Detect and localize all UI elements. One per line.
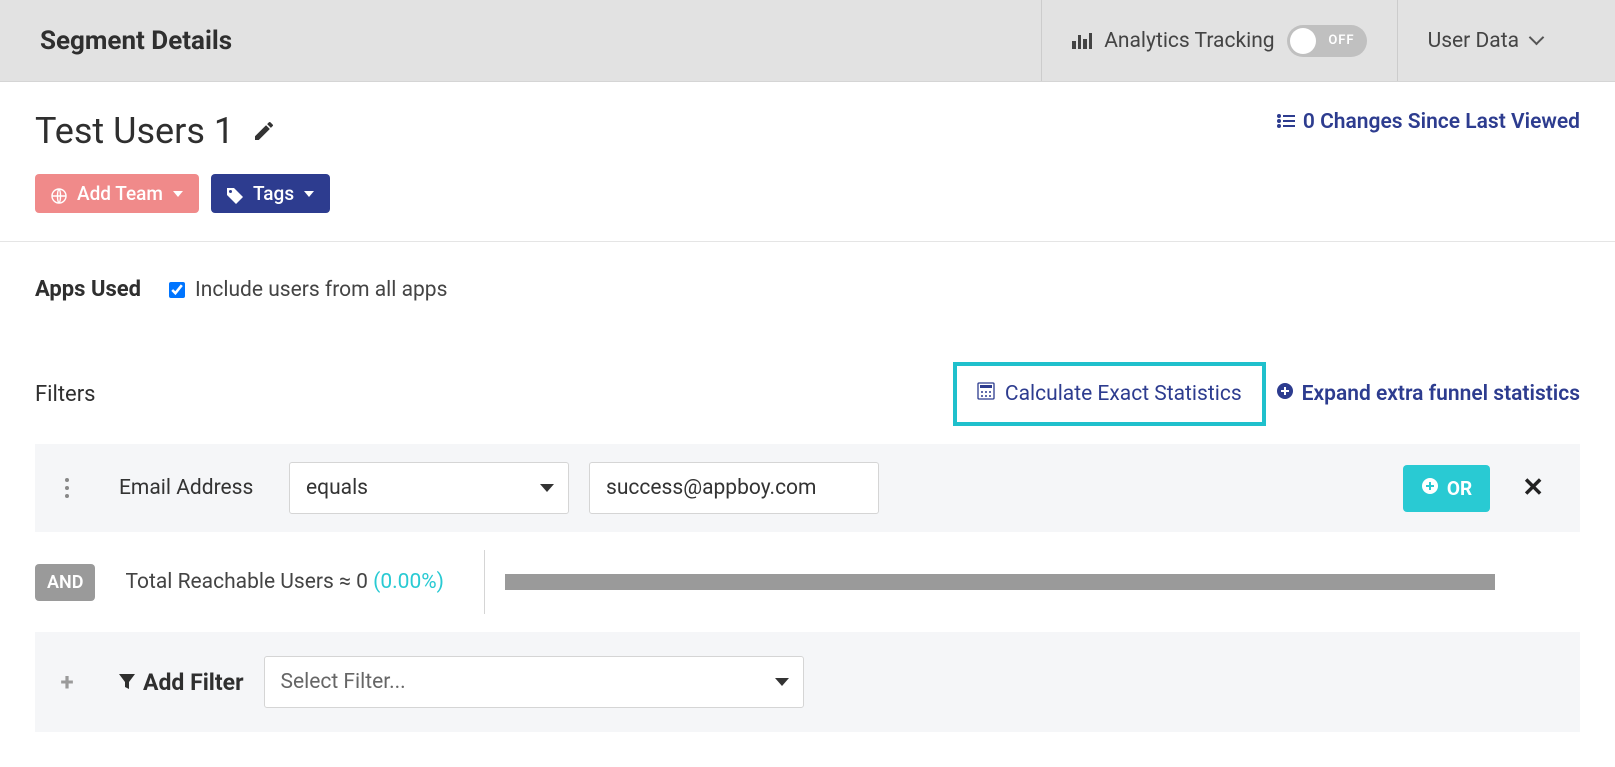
analytics-toggle[interactable]: OFF — [1287, 25, 1367, 57]
caret-down-icon — [775, 678, 789, 686]
caret-down-icon — [304, 191, 314, 197]
add-filter-row: + Add Filter Select Filter... — [35, 632, 1580, 732]
expand-funnel-label: Expand extra funnel statistics — [1302, 382, 1580, 406]
list-icon — [1277, 110, 1295, 134]
tags-label: Tags — [253, 182, 294, 205]
include-all-apps-input[interactable] — [169, 282, 185, 298]
divider — [484, 550, 485, 614]
filter-operator-value: equals — [306, 476, 368, 500]
include-all-apps-label: Include users from all apps — [195, 278, 447, 302]
filter-value-input[interactable]: success@appboy.com — [589, 462, 879, 514]
changes-text: 0 Changes Since Last Viewed — [1303, 110, 1580, 134]
top-bar: Segment Details Analytics Tracking OFF U… — [0, 0, 1615, 82]
add-team-label: Add Team — [77, 182, 163, 205]
caret-down-icon — [173, 191, 183, 197]
segment-name: Test Users 1 — [35, 110, 234, 152]
filter-row: Email Address equals success@appboy.com … — [35, 444, 1580, 532]
page-title: Segment Details — [40, 26, 1041, 56]
add-filter-plus[interactable]: + — [35, 668, 99, 696]
apps-used-row: Apps Used Include users from all apps — [35, 277, 1580, 302]
calculate-stats-button[interactable]: Calculate Exact Statistics — [953, 362, 1266, 426]
calculate-stats-label: Calculate Exact Statistics — [1005, 382, 1242, 406]
globe-icon — [51, 186, 67, 202]
add-filter-text: Add Filter — [143, 669, 244, 696]
header-section: Test Users 1 0 Changes Since Last Viewed… — [0, 82, 1615, 242]
toggle-knob — [1290, 28, 1316, 54]
reachable-count: 0 — [356, 570, 368, 594]
drag-handle[interactable] — [35, 478, 99, 498]
analytics-icon — [1072, 33, 1092, 49]
select-filter-placeholder: Select Filter... — [281, 670, 406, 694]
user-data-label: User Data — [1428, 29, 1519, 53]
select-filter-dropdown[interactable]: Select Filter... — [264, 656, 804, 708]
calculator-icon — [977, 382, 995, 406]
plus-circle-icon — [1421, 477, 1439, 500]
content-section: Apps Used Include users from all apps Fi… — [0, 242, 1615, 767]
button-row: Add Team Tags — [35, 174, 1580, 213]
include-all-apps-checkbox[interactable]: Include users from all apps — [169, 278, 447, 302]
expand-funnel-link[interactable]: Expand extra funnel statistics — [1276, 382, 1580, 406]
edit-icon[interactable] — [252, 119, 276, 143]
filter-attribute: Email Address — [119, 476, 269, 500]
tags-button[interactable]: Tags — [211, 174, 330, 213]
analytics-section: Analytics Tracking OFF — [1041, 0, 1396, 81]
filter-operator-select[interactable]: equals — [289, 462, 569, 514]
reachable-progress-bar — [505, 574, 1495, 590]
analytics-label: Analytics Tracking — [1104, 29, 1274, 53]
add-team-button[interactable]: Add Team — [35, 174, 199, 213]
toggle-state: OFF — [1328, 33, 1354, 48]
reachable-pct: (0.00%) — [373, 570, 444, 594]
apps-used-label: Apps Used — [35, 277, 141, 302]
reachable-prefix: Total Reachable Users ≈ — [125, 570, 356, 594]
tag-icon — [227, 186, 243, 202]
funnel-icon — [119, 669, 135, 696]
add-filter-label: Add Filter — [119, 669, 244, 696]
user-data-dropdown[interactable]: User Data — [1397, 0, 1575, 81]
remove-filter-button[interactable]: ✕ — [1510, 473, 1556, 503]
plus-circle-icon — [1276, 382, 1294, 406]
or-label: OR — [1447, 477, 1472, 500]
and-badge: AND — [35, 564, 95, 601]
reachable-text: Total Reachable Users ≈ 0 (0.00%) — [115, 570, 463, 594]
or-button[interactable]: OR — [1403, 465, 1490, 512]
and-stats-row: AND Total Reachable Users ≈ 0 (0.00%) — [35, 532, 1580, 632]
chevron-down-icon — [1531, 34, 1545, 48]
filter-value: success@appboy.com — [606, 476, 816, 500]
filters-label: Filters — [35, 382, 953, 407]
filters-header: Filters Calculate Exact Statistics Expan… — [35, 362, 1580, 426]
caret-down-icon — [540, 484, 554, 492]
changes-link[interactable]: 0 Changes Since Last Viewed — [1277, 110, 1580, 134]
